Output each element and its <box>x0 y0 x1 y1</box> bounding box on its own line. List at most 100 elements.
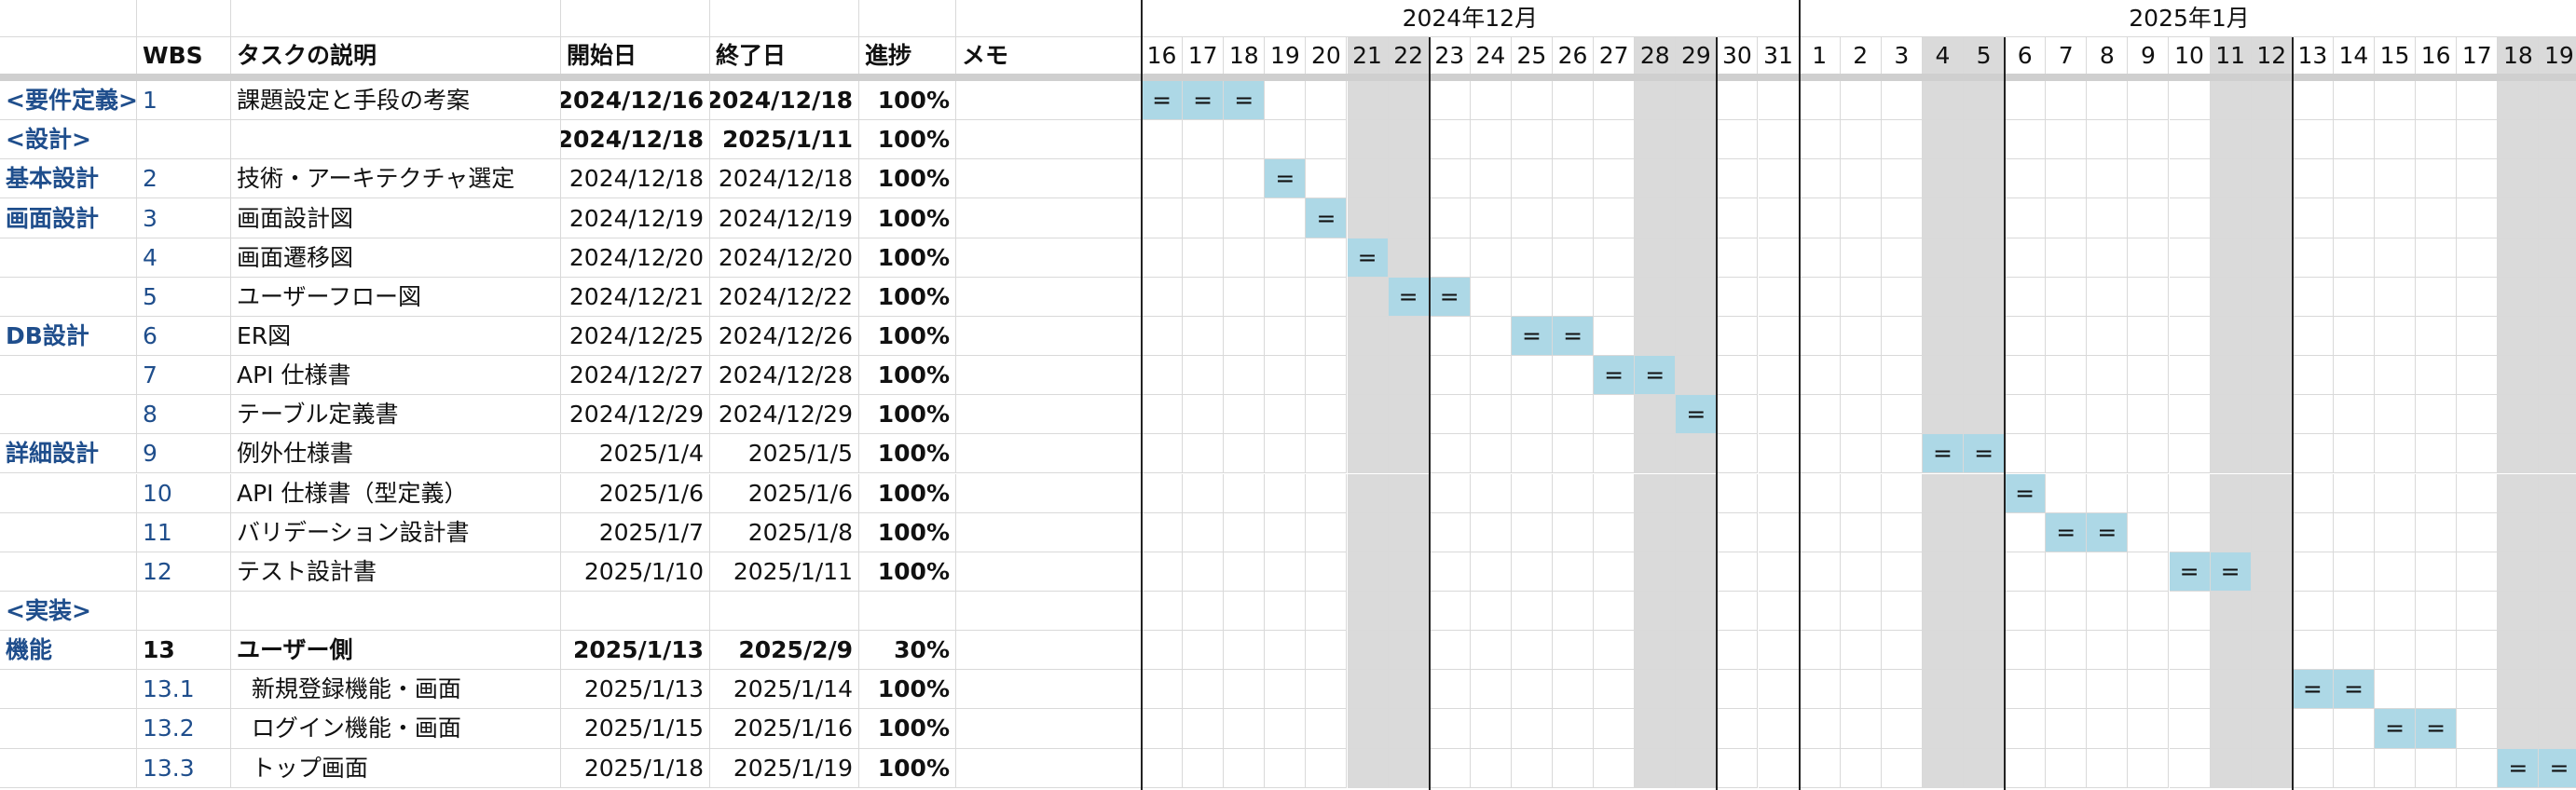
table-cell[interactable]: 画面遷移図 <box>231 238 561 278</box>
gantt-bar-cell[interactable]: = <box>1676 395 1718 435</box>
gantt-day-cell[interactable] <box>2416 277 2458 317</box>
gantt-day-cell[interactable] <box>1347 81 1389 121</box>
gantt-day-cell[interactable] <box>1922 552 1964 592</box>
table-cell[interactable]: 13.1 <box>137 670 231 710</box>
gantt-day-cell[interactable] <box>2498 709 2540 749</box>
table-cell[interactable]: 2025/1/13 <box>561 631 710 671</box>
gantt-day-cell[interactable] <box>1594 748 1636 788</box>
gantt-day-cell[interactable] <box>2251 591 2293 632</box>
gantt-day-cell[interactable] <box>1347 159 1389 199</box>
gantt-day-cell[interactable] <box>2087 159 2129 199</box>
gantt-day-cell[interactable] <box>1964 238 2006 278</box>
day-header[interactable]: 27 <box>1594 37 1636 75</box>
gantt-day-cell[interactable] <box>1388 395 1430 435</box>
gantt-day-cell[interactable] <box>1183 434 1225 474</box>
gantt-day-cell[interactable] <box>2416 120 2458 160</box>
gantt-day-cell[interactable] <box>1635 434 1677 474</box>
gantt-day-cell[interactable] <box>1758 395 1800 435</box>
table-cell[interactable]: 基本設計 <box>0 159 137 199</box>
gantt-day-cell[interactable] <box>1470 631 1512 671</box>
gantt-day-cell[interactable] <box>2169 198 2211 238</box>
gantt-day-cell[interactable] <box>2375 316 2417 357</box>
gantt-day-cell[interactable] <box>1306 316 1348 357</box>
table-cell[interactable]: 100% <box>859 356 956 396</box>
gantt-day-cell[interactable] <box>1717 552 1759 592</box>
gantt-day-cell[interactable] <box>2498 552 2540 592</box>
gantt-day-cell[interactable] <box>2292 631 2334 671</box>
gantt-day-cell[interactable] <box>1799 434 1841 474</box>
gantt-bar-cell[interactable]: = <box>2046 512 2088 552</box>
gantt-day-cell[interactable] <box>1470 473 1512 513</box>
gantt-day-cell[interactable] <box>1142 552 1184 592</box>
gantt-bar-cell[interactable]: = <box>2375 709 2417 749</box>
gantt-day-cell[interactable] <box>1799 591 1841 632</box>
table-cell[interactable] <box>956 670 1142 710</box>
gantt-day-cell[interactable] <box>1224 395 1266 435</box>
gantt-day-cell[interactable] <box>1511 159 1553 199</box>
gantt-day-cell[interactable] <box>2539 709 2576 749</box>
table-cell[interactable] <box>956 316 1142 357</box>
gantt-day-cell[interactable] <box>2087 631 2129 671</box>
gantt-day-cell[interactable] <box>1881 356 1923 396</box>
gantt-day-cell[interactable] <box>1635 81 1677 121</box>
gantt-day-cell[interactable] <box>1265 631 1307 671</box>
table-cell[interactable]: 2024/12/18 <box>561 120 710 160</box>
gantt-day-cell[interactable] <box>2498 631 2540 671</box>
gantt-day-cell[interactable] <box>1676 238 1718 278</box>
gantt-day-cell[interactable] <box>1799 277 1841 317</box>
gantt-day-cell[interactable] <box>1594 512 1636 552</box>
gantt-day-cell[interactable] <box>1142 748 1184 788</box>
gantt-day-cell[interactable] <box>1306 238 1348 278</box>
gantt-day-cell[interactable] <box>1676 159 1718 199</box>
gantt-day-cell[interactable] <box>1388 316 1430 357</box>
table-cell[interactable]: 新規登録機能・画面 <box>231 670 561 710</box>
gantt-day-cell[interactable] <box>1881 748 1923 788</box>
gantt-day-cell[interactable] <box>1183 159 1225 199</box>
table-cell[interactable]: 11 <box>137 512 231 552</box>
gantt-day-cell[interactable] <box>2046 395 2088 435</box>
gantt-day-cell[interactable] <box>2333 591 2375 632</box>
table-cell[interactable]: 100% <box>859 709 956 749</box>
gantt-day-cell[interactable] <box>1758 356 1800 396</box>
gantt-day-cell[interactable] <box>1758 631 1800 671</box>
gantt-day-cell[interactable] <box>1881 552 1923 592</box>
gantt-day-cell[interactable] <box>1594 81 1636 121</box>
gantt-day-cell[interactable] <box>1142 473 1184 513</box>
gantt-day-cell[interactable] <box>2539 591 2576 632</box>
gantt-day-cell[interactable] <box>2046 434 2088 474</box>
gantt-day-cell[interactable] <box>2416 434 2458 474</box>
gantt-day-cell[interactable] <box>2333 631 2375 671</box>
gantt-day-cell[interactable] <box>1758 159 1800 199</box>
gantt-day-cell[interactable] <box>2333 238 2375 278</box>
gantt-day-cell[interactable] <box>1717 473 1759 513</box>
table-cell[interactable]: 100% <box>859 238 956 278</box>
gantt-day-cell[interactable] <box>1142 434 1184 474</box>
gantt-day-cell[interactable] <box>2046 631 2088 671</box>
gantt-day-cell[interactable] <box>1676 670 1718 710</box>
gantt-day-cell[interactable] <box>2292 709 2334 749</box>
gantt-day-cell[interactable] <box>1964 473 2006 513</box>
table-cell[interactable] <box>137 120 231 160</box>
gantt-day-cell[interactable] <box>1224 670 1266 710</box>
gantt-day-cell[interactable] <box>1511 198 1553 238</box>
gantt-day-cell[interactable] <box>1881 277 1923 317</box>
gantt-day-cell[interactable] <box>1922 356 1964 396</box>
gantt-day-cell[interactable] <box>2210 512 2252 552</box>
gantt-bar-cell[interactable]: = <box>1922 434 1964 474</box>
gantt-day-cell[interactable] <box>1553 709 1595 749</box>
gantt-day-cell[interactable] <box>2251 631 2293 671</box>
gantt-day-cell[interactable] <box>1635 512 1677 552</box>
day-header[interactable]: 9 <box>2128 37 2170 75</box>
gantt-day-cell[interactable] <box>1306 709 1348 749</box>
gantt-day-cell[interactable] <box>1840 748 1882 788</box>
gantt-day-cell[interactable] <box>1758 120 1800 160</box>
gantt-day-cell[interactable] <box>1347 356 1389 396</box>
table-cell[interactable]: <要件定義> <box>0 81 137 121</box>
gantt-day-cell[interactable] <box>2169 277 2211 317</box>
gantt-bar-cell[interactable]: = <box>2333 670 2375 710</box>
table-cell[interactable]: 画面設計図 <box>231 198 561 238</box>
gantt-day-cell[interactable] <box>2539 238 2576 278</box>
gantt-day-cell[interactable] <box>1224 198 1266 238</box>
gantt-day-cell[interactable] <box>1594 238 1636 278</box>
gantt-day-cell[interactable] <box>1224 512 1266 552</box>
